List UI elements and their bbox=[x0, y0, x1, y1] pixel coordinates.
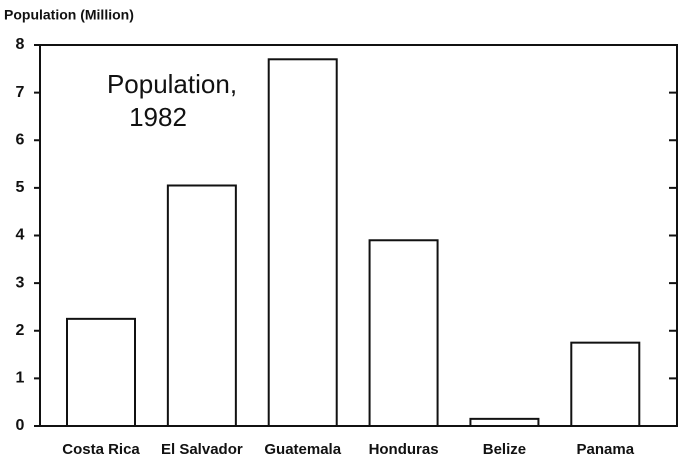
bar bbox=[66, 317, 136, 427]
y-tick-label: 1 bbox=[16, 370, 25, 387]
annotation: 1982 bbox=[129, 102, 187, 132]
y-tick-label: 3 bbox=[16, 274, 25, 291]
y-tick-label: 2 bbox=[16, 322, 25, 339]
x-tick-label: Costa Rica bbox=[62, 441, 140, 458]
y-tick-label: 4 bbox=[16, 227, 25, 244]
y-tick-label: 8 bbox=[16, 36, 25, 53]
y-axis-label: Population (Million) bbox=[4, 7, 134, 23]
y-tick-label: 7 bbox=[16, 84, 25, 101]
bar bbox=[469, 417, 540, 428]
x-tick-label: El Salvador bbox=[161, 441, 243, 458]
bar bbox=[368, 239, 439, 427]
bar bbox=[166, 184, 237, 427]
x-tick-label: Belize bbox=[483, 441, 526, 458]
y-tick-label: 0 bbox=[16, 417, 25, 434]
bar bbox=[570, 341, 641, 427]
y-tick-label: 6 bbox=[16, 131, 25, 148]
x-tick-label: Guatemala bbox=[264, 441, 341, 458]
annotation: Population, bbox=[107, 69, 237, 99]
x-tick-label: Panama bbox=[577, 441, 635, 458]
bar bbox=[267, 58, 338, 427]
x-tick-label: Honduras bbox=[369, 441, 439, 458]
y-tick-label: 5 bbox=[16, 179, 25, 196]
